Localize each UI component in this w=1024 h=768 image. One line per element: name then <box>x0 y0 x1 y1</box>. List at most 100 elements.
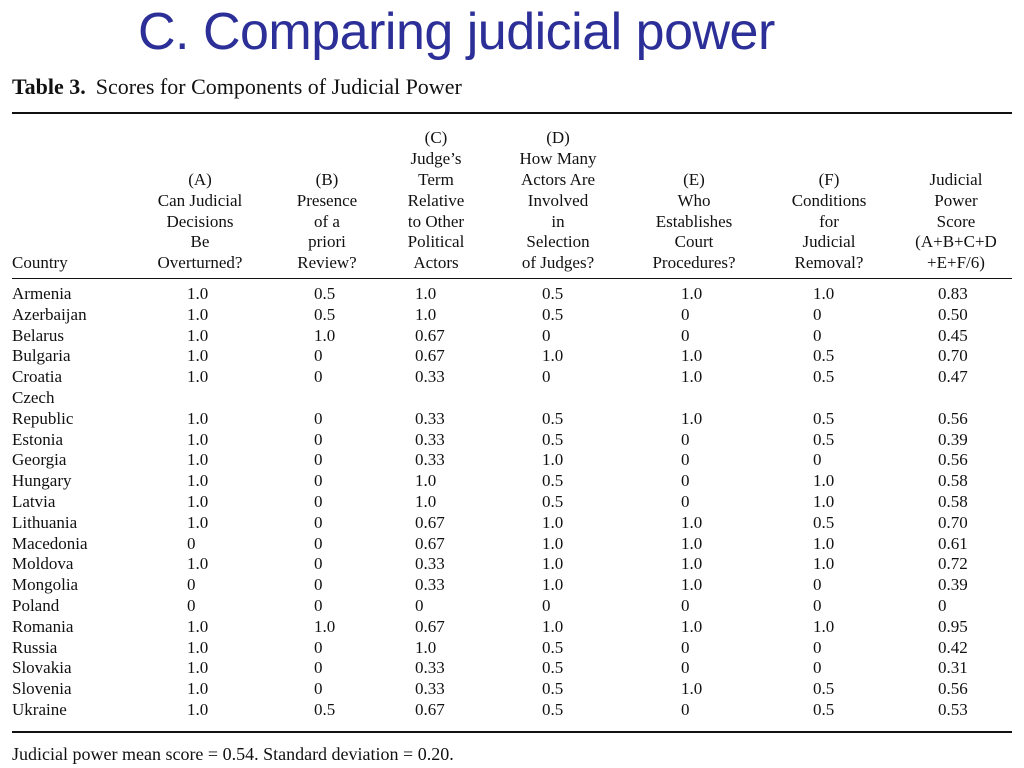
value-cell: 0.5 <box>314 304 336 324</box>
country-cell: Croatia <box>12 367 63 387</box>
country-cell: Azerbaijan <box>12 304 87 324</box>
value-cell: 0.5 <box>542 658 564 678</box>
value-cell: 0 <box>681 429 690 449</box>
value-cell: 0 <box>314 450 323 470</box>
header-col-b-label: (B) Presence of a priori Review? <box>296 170 358 273</box>
value-cell: 0.39 <box>938 429 968 449</box>
country-cell: Estonia <box>12 429 63 449</box>
header-col-c-label: (C) Judge’s Term Relative to Other Polit… <box>407 128 465 273</box>
value-cell: 1.0 <box>187 637 209 657</box>
value-cell: 0.45 <box>938 325 968 345</box>
value-cell: 1.0 <box>681 367 703 387</box>
value-cell: 0 <box>681 595 690 615</box>
value-cell: 0.5 <box>813 679 835 699</box>
value-cell: 1.0 <box>542 554 564 574</box>
country-cell: Armenia <box>12 284 72 303</box>
country-cell: Bulgaria <box>12 346 71 366</box>
country-cell: Moldova <box>12 554 74 574</box>
country-cell: Belarus <box>12 325 64 345</box>
header-col-a: (A) Can Judicial Decisions Be Overturned… <box>130 122 270 274</box>
country-cell: Romania <box>12 616 74 636</box>
value-cell: 0 <box>314 429 323 449</box>
value-cell: 0 <box>314 491 323 511</box>
value-cell: 0.33 <box>415 575 445 595</box>
value-cell: 0.70 <box>938 512 968 532</box>
table-row: Russia 1.0 0 1.0 0.5 0 0 0.42 <box>12 638 1012 659</box>
header-col-e-label: (E) Who Establishes Court Procedures? <box>652 170 736 273</box>
country-cell: Hungary <box>12 471 72 491</box>
value-cell: 1.0 <box>542 512 564 532</box>
table-row: Lithuania 1.0 0 0.67 1.0 1.0 0.5 0.70 <box>12 513 1012 534</box>
value-cell: 1.0 <box>187 616 209 636</box>
table-bottom-rule <box>12 731 1012 733</box>
value-cell: 0 <box>314 367 323 387</box>
value-cell: 1.0 <box>187 408 209 428</box>
value-cell: 1.0 <box>813 471 835 491</box>
header-col-d-label: (D) How Many Actors Are Involved in Sele… <box>519 128 597 273</box>
header-score: Judicial Power Score (A+B+C+D +E+F/6) <box>896 122 1016 274</box>
value-cell: 1.0 <box>681 533 703 553</box>
value-cell: 1.0 <box>415 471 437 491</box>
value-cell: 1.0 <box>187 512 209 532</box>
value-cell: 0 <box>681 491 690 511</box>
value-cell: 1.0 <box>681 679 703 699</box>
value-cell: 0 <box>813 637 822 657</box>
value-cell: 1.0 <box>415 637 437 657</box>
value-cell: 1.0 <box>187 679 209 699</box>
value-cell: 0.67 <box>415 512 445 532</box>
table-row: Slovakia 1.0 0 0.33 0.5 0 0 0.31 <box>12 658 1012 679</box>
value-cell: 1.0 <box>187 284 209 303</box>
value-cell: 1.0 <box>187 554 209 574</box>
table-footnote: Judicial power mean score = 0.54. Standa… <box>12 744 454 764</box>
value-cell: 0 <box>813 658 822 678</box>
header-country: Country <box>12 122 132 274</box>
value-cell: 0.83 <box>938 284 968 303</box>
value-cell: 0 <box>187 595 196 615</box>
value-cell: 0 <box>314 533 323 553</box>
value-cell: 1.0 <box>813 554 835 574</box>
header-col-f-label: (F) Conditions for Judicial Removal? <box>791 170 867 273</box>
table-row: Armenia 1.0 0.5 1.0 0.5 1.0 1.0 0.83 <box>12 284 1012 305</box>
table-row: Georgia 1.0 0 0.33 1.0 0 0 0.56 <box>12 450 1012 471</box>
value-cell: 1.0 <box>187 699 209 719</box>
table-row: Belarus 1.0 1.0 0.67 0 0 0 0.45 <box>12 326 1012 347</box>
value-cell: 1.0 <box>681 284 703 303</box>
country-cell: Russia <box>12 637 58 657</box>
value-cell: 1.0 <box>187 491 209 511</box>
header-col-a-label: (A) Can Judicial Decisions Be Overturned… <box>157 170 243 273</box>
value-cell: 0.67 <box>415 325 445 345</box>
value-cell: 1.0 <box>542 533 564 553</box>
value-cell: 0 <box>187 533 196 553</box>
value-cell: 0 <box>314 471 323 491</box>
header-score-label: Judicial Power Score (A+B+C+D +E+F/6) <box>915 170 997 273</box>
country-cell: Macedonia <box>12 533 88 553</box>
value-cell: 0.56 <box>938 408 968 428</box>
table-row: Mongolia 0 0 0.33 1.0 1.0 0 0.39 <box>12 575 1012 596</box>
value-cell: 0.5 <box>542 408 564 428</box>
country-cell: Slovakia <box>12 658 72 678</box>
value-cell: 0 <box>314 512 323 532</box>
value-cell: 0 <box>314 658 323 678</box>
value-cell: 0.67 <box>415 533 445 553</box>
value-cell: 0 <box>938 595 947 615</box>
value-cell: 0.5 <box>542 491 564 511</box>
value-cell: 0 <box>681 450 690 470</box>
country-cell: Lithuania <box>12 512 78 532</box>
value-cell: 1.0 <box>813 616 835 636</box>
value-cell: 0.70 <box>938 346 968 366</box>
value-cell: 1.0 <box>187 367 209 387</box>
value-cell: 0 <box>681 471 690 491</box>
slide-title: C. Comparing judicial power <box>138 3 775 61</box>
value-cell: 0.5 <box>542 429 564 449</box>
value-cell: 0.5 <box>813 512 835 532</box>
value-cell: 1.0 <box>542 450 564 470</box>
value-cell: 0 <box>187 575 196 595</box>
value-cell: 0 <box>314 408 323 428</box>
value-cell: 0 <box>681 658 690 678</box>
value-cell: 0.33 <box>415 658 445 678</box>
value-cell: 0.72 <box>938 554 968 574</box>
value-cell: 0.5 <box>813 699 835 719</box>
table-row: Poland 0 0 0 0 0 0 0 <box>12 596 1012 617</box>
table-caption-text: Scores for Components of Judicial Power <box>95 74 462 99</box>
country-cell: Georgia <box>12 450 67 470</box>
